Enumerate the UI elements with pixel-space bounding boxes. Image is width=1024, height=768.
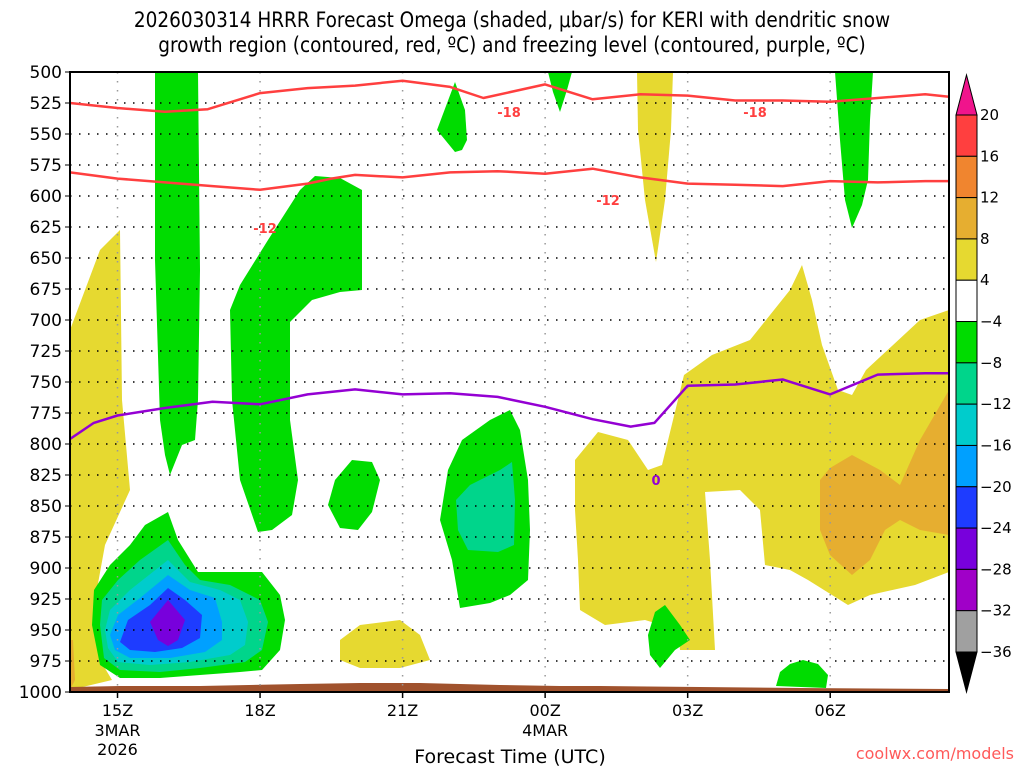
colorbar-swatch (955, 403, 978, 446)
shade-green-column-06z (835, 72, 873, 228)
shade-green-column-16z (155, 72, 200, 475)
x-tick-sublabel: 2026 (97, 740, 138, 759)
colorbar-swatch (955, 238, 978, 281)
colorbar-swatch (955, 486, 978, 529)
colorbar-swatch (955, 197, 978, 240)
y-tick-label: 900 (30, 559, 62, 579)
y-tick-label: 600 (30, 187, 62, 207)
colorbar-under-arrow (955, 651, 978, 694)
chart-title-line-1: 2026030314 HRRR Forecast Omega (shaded, … (133, 8, 891, 32)
colorbar-label: −36 (980, 643, 1012, 661)
contour-label: 0 (651, 474, 660, 489)
shade-green-column-00z (548, 72, 572, 112)
y-tick-label: 825 (30, 466, 62, 486)
contour-line (70, 79, 949, 113)
contour-label: -12 (596, 194, 620, 209)
colorbar-label: 16 (980, 147, 999, 165)
contour-labels: -18 -18 -12 -12 0 (253, 106, 767, 489)
colorbar-swatch (955, 444, 978, 488)
colorbar-label: 20 (980, 106, 999, 124)
x-tick-sublabel: 4MAR (522, 721, 568, 740)
credit-text: coolwx.com/models (856, 744, 1014, 763)
x-tick-sublabel: 3MAR (94, 721, 140, 740)
colorbar-swatch (955, 610, 978, 653)
y-tick-label: 500 (30, 63, 62, 83)
colorbar-label: 4 (980, 271, 990, 289)
contour-line (70, 372, 949, 441)
y-tick-label: 800 (30, 435, 62, 455)
y-tick-label: 975 (30, 652, 62, 672)
x-tick-label: 00Z (529, 701, 560, 720)
contour-label: -18 (743, 106, 767, 121)
y-tick-label: 675 (30, 280, 62, 300)
y-axis: 500 525 550 575 600 625 650 675 700 725 750 775 800 8… (19, 63, 70, 703)
shade-surface-ground (70, 683, 949, 692)
x-tick-label: 21Z (387, 701, 418, 720)
colorbar: 20 16 12 8 4 −4 −8 −12 −16 −20 −24 −28 −32 −36 (955, 73, 1012, 694)
shade-orange-left-edge (70, 640, 75, 690)
x-tick-label: 15Z (102, 701, 133, 720)
colorbar-swatch (955, 568, 978, 612)
shade-orange-right (820, 390, 949, 575)
shade-yellow-right (575, 265, 949, 650)
colorbar-swatch (955, 527, 978, 570)
shade-green-blob-20z (328, 460, 380, 530)
y-tick-label: 950 (30, 621, 62, 641)
x-tick-label: 03Z (672, 701, 703, 720)
contour-label: -12 (253, 222, 277, 237)
colorbar-swatch (955, 114, 978, 157)
y-tick-label: 725 (30, 342, 62, 362)
y-tick-label: 850 (30, 497, 62, 517)
shade-yellow-top-0130z (637, 72, 673, 262)
shade-purple-core (150, 600, 185, 646)
shade-green-plume-18z (230, 176, 362, 532)
y-tick-label: 625 (30, 218, 62, 238)
colorbar-label: −20 (980, 478, 1012, 496)
colorbar-label: 12 (980, 189, 999, 207)
shade-green-blob-05z-low (776, 660, 828, 688)
colorbar-label: −32 (980, 602, 1012, 620)
shade-yellow-low-2030z (340, 620, 430, 668)
colorbar-label: −28 (980, 560, 1012, 578)
colorbar-label: 8 (980, 230, 990, 248)
y-tick-label: 875 (30, 528, 62, 548)
colorbar-swatch (955, 321, 978, 364)
contour-label: -18 (497, 106, 521, 121)
y-tick-label: 575 (30, 156, 62, 176)
shade-teal-23z (456, 462, 515, 552)
y-tick-label: 525 (30, 94, 62, 114)
y-tick-label: 550 (30, 125, 62, 145)
x-tick-label: 06Z (815, 701, 846, 720)
y-tick-label: 925 (30, 590, 62, 610)
shade-green-blob-22z-top (437, 82, 467, 152)
colorbar-label: −24 (980, 519, 1012, 537)
colorbar-label: −8 (980, 354, 1002, 372)
y-tick-label: 1000 (19, 683, 62, 703)
x-axis-label: Forecast Time (UTC) (414, 746, 605, 768)
shade-green-blob-0145z (648, 605, 690, 668)
contour-line (70, 167, 949, 192)
y-tick-label: 700 (30, 311, 62, 331)
colorbar-label: −12 (980, 395, 1012, 413)
chart-title-line-2: growth region (contoured, red, ºC) and f… (158, 33, 866, 57)
colorbar-label: −4 (980, 313, 1002, 331)
colorbar-label: −16 (980, 436, 1012, 454)
y-tick-label: 750 (30, 373, 62, 393)
colorbar-swatch (955, 362, 978, 405)
omega-shading (70, 72, 949, 692)
colorbar-over-arrow (955, 73, 978, 116)
x-tick-label: 18Z (244, 701, 275, 720)
shade-yellow-left (70, 230, 130, 690)
y-tick-label: 775 (30, 404, 62, 424)
y-tick-label: 650 (30, 249, 62, 269)
colorbar-swatch (955, 279, 978, 323)
contour-lines (70, 79, 949, 441)
colorbar-swatch (955, 155, 978, 199)
